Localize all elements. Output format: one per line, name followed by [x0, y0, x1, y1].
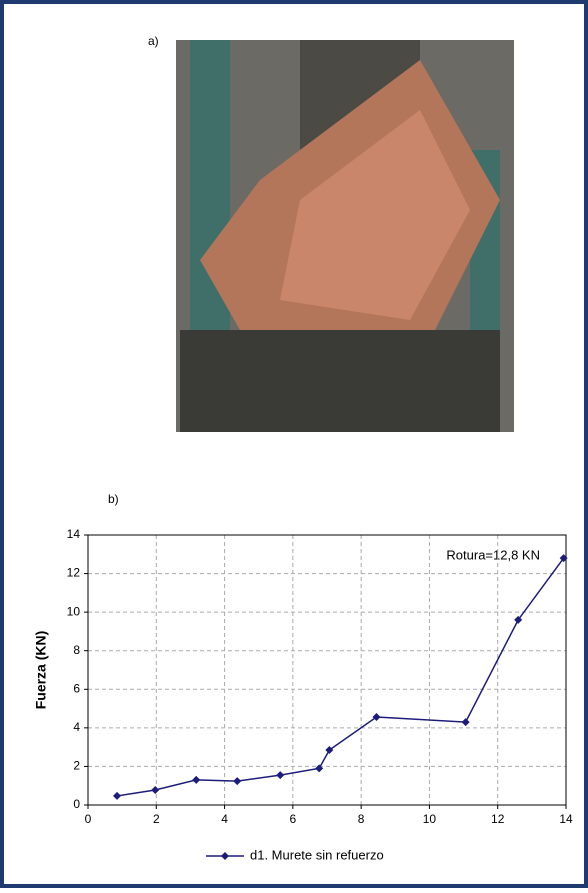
x-tick-label: 0: [85, 812, 92, 826]
x-tick-label: 8: [358, 812, 365, 826]
panel-label: a): [148, 34, 159, 48]
plot-border: [87, 534, 567, 806]
data-point: [113, 791, 122, 800]
legend-marker: [221, 852, 229, 860]
y-tick-label: 12: [67, 566, 81, 580]
annotation: Rotura=12,8 KN: [446, 547, 540, 562]
y-tick-label: 2: [73, 759, 80, 773]
data-point: [151, 785, 160, 794]
x-tick-label: 10: [423, 812, 437, 826]
data-point: [559, 554, 568, 563]
data-point: [461, 718, 470, 727]
data-point: [276, 771, 285, 780]
y-tick-label: 8: [73, 643, 80, 657]
data-point: [315, 764, 324, 773]
data-point: [514, 615, 523, 624]
data-point: [325, 746, 334, 755]
photo: [176, 40, 514, 432]
x-tick-label: 4: [221, 812, 228, 826]
y-tick-label: 14: [67, 527, 81, 541]
panel-label: b): [108, 492, 119, 506]
y-tick-label: 10: [67, 604, 81, 618]
y-tick-label: 0: [73, 797, 80, 811]
data-point: [233, 777, 242, 786]
x-tick-label: 12: [491, 812, 505, 826]
y-axis-label: Fuerza (KN): [33, 631, 49, 710]
y-tick-label: 4: [73, 720, 80, 734]
x-tick-label: 6: [290, 812, 297, 826]
data-point: [372, 713, 381, 722]
legend-label: d1. Murete sin refuerzo: [250, 847, 384, 862]
x-tick-label: 2: [153, 812, 160, 826]
y-tick-label: 6: [73, 681, 80, 695]
x-tick-label: 14: [559, 812, 573, 826]
data-point: [192, 775, 201, 784]
